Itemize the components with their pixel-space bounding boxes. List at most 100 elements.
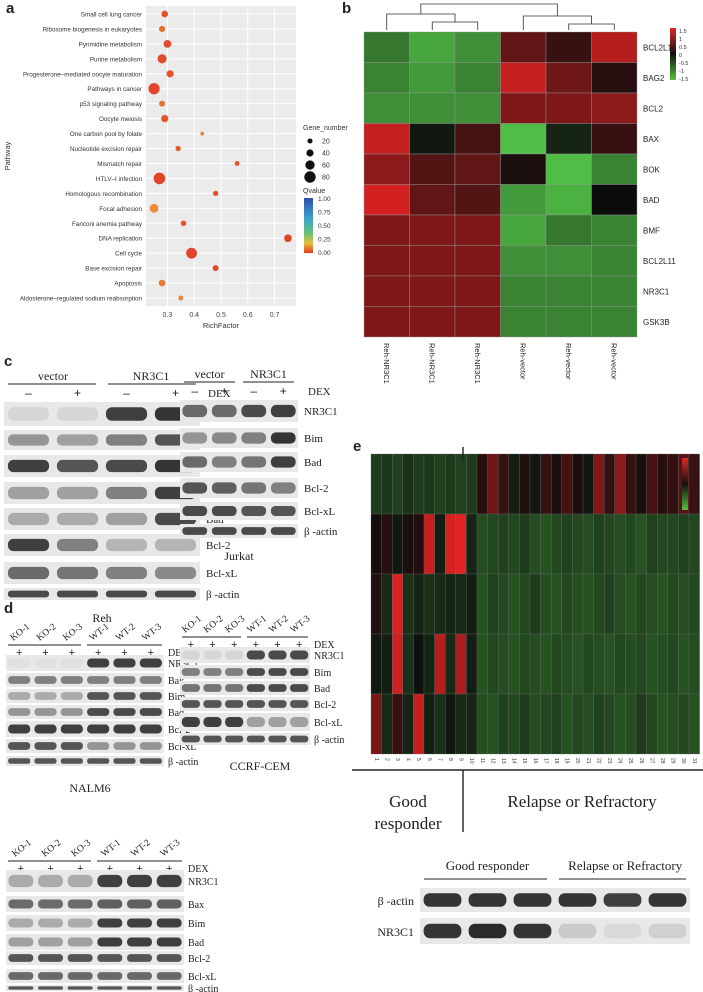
heatmap-cell (591, 306, 638, 338)
heatmap-cell (625, 453, 637, 515)
size-legend-dot (304, 171, 316, 183)
blot-band (203, 684, 222, 692)
heatmap-cell (409, 245, 456, 277)
blot-band (60, 676, 83, 684)
heatmap-cell (529, 513, 541, 575)
heatmap-cell (582, 633, 594, 695)
band-label: Bcl-2 (168, 725, 190, 736)
heatmap-cell (646, 693, 658, 755)
heatmap-cell (604, 453, 615, 515)
blot-band (113, 708, 136, 716)
dex-sign: + (166, 863, 172, 875)
heatmap-cell (454, 245, 501, 277)
heatmap-cell (529, 633, 541, 695)
pathway-dot (158, 279, 166, 287)
column-label: 7 (436, 758, 442, 761)
cell-line-label: Reh (92, 611, 111, 625)
heatmap-cell (593, 453, 605, 515)
heatmap-cell (370, 513, 382, 575)
pathway-dot (212, 265, 219, 272)
blot-group-label: Relapse or Refractory (568, 858, 683, 873)
blot-band (34, 724, 57, 734)
blot-band (87, 708, 110, 716)
dex-sign: + (188, 639, 194, 651)
band-label: Bad (168, 708, 184, 719)
band-label: Bad (314, 684, 330, 695)
blot-band (225, 735, 244, 743)
heatmap-cell (551, 633, 562, 695)
dex-label: DEX (314, 640, 335, 651)
pathway-label: Aldosterone–regulated sodium reabsorptio… (20, 296, 143, 303)
heatmap-cell (508, 573, 520, 635)
heatmap-cell (434, 633, 446, 695)
column-dendrogram (386, 3, 615, 30)
column-label: 2 (383, 758, 389, 761)
dex-sign: + (42, 647, 48, 659)
blot-band (8, 937, 34, 947)
blot-band (34, 758, 57, 764)
blot-band (211, 482, 237, 494)
blot-band (290, 668, 309, 676)
blot-band (38, 874, 63, 888)
pathway-dot (153, 172, 166, 185)
color-legend-label: 1.00 (318, 196, 331, 203)
blot-band (113, 724, 136, 734)
blot-strip (420, 918, 690, 944)
heatmap-cell (593, 513, 605, 575)
blot-band (56, 566, 99, 580)
heatmap-cell (445, 633, 456, 695)
group-label-good-line2: responder (374, 814, 441, 833)
band-label: β -actin (168, 757, 198, 768)
heatmap-cell (476, 633, 488, 695)
color-scale-bar (670, 28, 676, 80)
blot-band (60, 708, 83, 716)
blot-band (38, 937, 63, 947)
blot-band (7, 407, 50, 421)
heatmap-cell (392, 633, 403, 695)
heatmap-cell (604, 633, 615, 695)
heatmap-cell (423, 453, 435, 515)
blot-band (139, 692, 162, 700)
blot-strip (4, 482, 200, 504)
dex-sign: + (274, 639, 280, 651)
column-label: 1 (373, 758, 379, 761)
blot-band (290, 716, 309, 728)
heatmap-cell (498, 573, 509, 635)
blot-band (156, 937, 182, 947)
blot-band (105, 407, 148, 421)
blot-band (7, 459, 50, 473)
blot-band (56, 486, 99, 500)
blot-band (270, 456, 296, 468)
band-label: Bim (188, 919, 205, 930)
pathway-dot (180, 220, 187, 227)
blot-band (38, 954, 63, 962)
column-label: 16 (532, 758, 538, 764)
blot-band (246, 700, 265, 708)
heatmap-cell (445, 453, 456, 515)
heatmap-cell (582, 573, 594, 635)
blot-band (8, 972, 34, 980)
blot-band (67, 937, 93, 947)
size-legend-dot (307, 138, 313, 144)
blot-band (139, 758, 162, 764)
blot-group-label: Good responder (446, 858, 530, 873)
heatmap-cell (593, 633, 605, 695)
pathway-label: Focal adhesion (99, 206, 142, 213)
blot-band (60, 692, 83, 700)
blot-band (603, 923, 642, 939)
pathway-label: Base excision repair (85, 266, 142, 273)
blot-band (290, 700, 309, 708)
heatmap-cell (363, 184, 410, 216)
panel-c-label: c (4, 353, 13, 370)
x-tick-label: 0.4 (189, 312, 199, 319)
heatmap-cell (434, 573, 446, 635)
dex-sign: + (148, 647, 154, 659)
blot-band (67, 986, 93, 990)
heatmap-cell (657, 513, 668, 575)
heatmap-cell (593, 693, 605, 755)
heatmap-cell (454, 184, 501, 216)
heatmap-cell (434, 513, 446, 575)
x-tick-label: 0.3 (163, 312, 173, 319)
heatmap-cell (688, 513, 700, 575)
